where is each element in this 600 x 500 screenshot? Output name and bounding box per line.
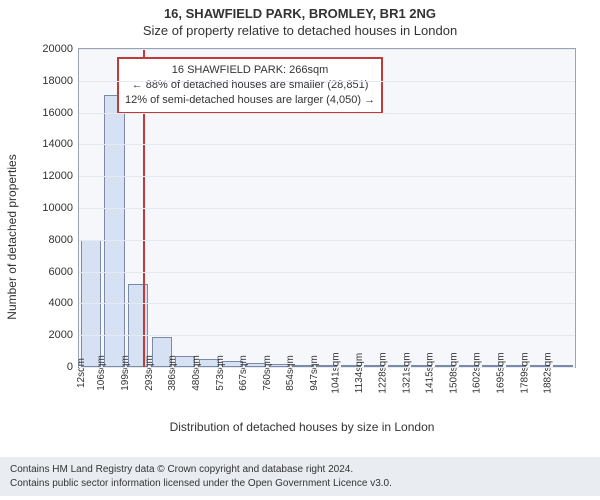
- x-tick-label: 1695sqm: [495, 352, 506, 393]
- y-tick-label: 8000: [33, 234, 79, 246]
- y-tick-label: 20000: [33, 43, 79, 55]
- x-tick-label: 386sqm: [168, 355, 179, 391]
- x-tick-label: 1321sqm: [401, 352, 412, 393]
- x-tick-label: 1415sqm: [425, 352, 436, 393]
- chart-title-main: 16, SHAWFIELD PARK, BROMLEY, BR1 2NG: [0, 0, 600, 21]
- x-tick-label: 760sqm: [262, 355, 273, 391]
- x-tick-label: 1508sqm: [448, 352, 459, 393]
- x-tick-label: 199sqm: [120, 355, 131, 391]
- gridline: [79, 303, 575, 304]
- attribution-footer: Contains HM Land Registry data © Crown c…: [0, 457, 600, 496]
- x-tick-label: 854sqm: [286, 355, 297, 391]
- gridline: [79, 113, 575, 114]
- gridline: [79, 81, 575, 82]
- x-tick-label: 106sqm: [97, 355, 108, 391]
- histogram-bar: [104, 95, 124, 367]
- gridline: [79, 144, 575, 145]
- y-tick-label: 2000: [33, 329, 79, 341]
- gridline: [79, 240, 575, 241]
- x-tick-label: 1041sqm: [330, 352, 341, 393]
- callout-line-1: 16 SHAWFIELD PARK: 266sqm: [125, 63, 375, 78]
- y-tick-label: 12000: [33, 170, 79, 182]
- x-axis-label: Distribution of detached houses by size …: [22, 420, 582, 434]
- y-axis-label: Number of detached properties: [5, 154, 19, 319]
- plot-area: 12sqm106sqm199sqm293sqm386sqm480sqm573sq…: [78, 48, 576, 368]
- y-tick-label: 10000: [33, 202, 79, 214]
- footer-line-1: Contains HM Land Registry data © Crown c…: [10, 463, 590, 477]
- gridline: [79, 272, 575, 273]
- gridline: [79, 367, 575, 368]
- y-tick-label: 16000: [33, 107, 79, 119]
- x-tick-label: 1789sqm: [519, 352, 530, 393]
- gridline: [79, 335, 575, 336]
- y-tick-label: 4000: [33, 297, 79, 309]
- y-tick-label: 6000: [33, 266, 79, 278]
- y-tick-label: 0: [33, 361, 79, 373]
- chart-title-sub: Size of property relative to detached ho…: [0, 21, 600, 38]
- x-tick-label: 1134sqm: [354, 353, 365, 393]
- gridline: [79, 176, 575, 177]
- x-tick-label: 1882sqm: [543, 352, 554, 393]
- footer-line-2: Contains public sector information licen…: [10, 477, 590, 491]
- gridline: [79, 208, 575, 209]
- gridline: [79, 49, 575, 50]
- x-tick-label: 573sqm: [215, 355, 226, 391]
- x-tick-label: 667sqm: [238, 355, 249, 391]
- x-tick-label: 1228sqm: [377, 352, 388, 393]
- x-tick-label: 293sqm: [144, 355, 155, 391]
- chart-wrap: Number of detached properties 12sqm106sq…: [22, 42, 582, 432]
- x-tick-label: 947sqm: [309, 355, 320, 391]
- y-tick-label: 14000: [33, 138, 79, 150]
- callout-line-3: 12% of semi-detached houses are larger (…: [125, 93, 375, 108]
- x-tick-label: 1602sqm: [472, 352, 483, 393]
- property-callout-box: 16 SHAWFIELD PARK: 266sqm ← 88% of detac…: [117, 57, 383, 114]
- y-tick-label: 18000: [33, 75, 79, 87]
- x-tick-label: 480sqm: [191, 355, 202, 391]
